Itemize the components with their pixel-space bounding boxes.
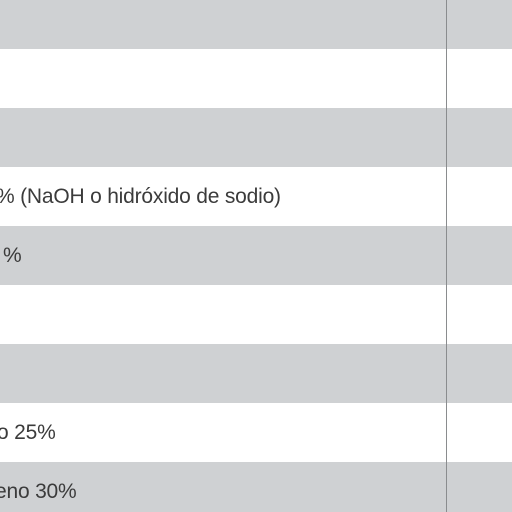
table-row: o 25%: [0, 403, 512, 462]
table-row: [0, 0, 512, 49]
table-row: % (NaOH o hidróxido de sodio): [0, 167, 512, 226]
table-row: eno 30%: [0, 462, 512, 512]
row-text: eno 30%: [0, 480, 77, 503]
column-divider: [446, 0, 447, 512]
table-row: [0, 108, 512, 167]
row-text: % (NaOH o hidróxido de sodio): [0, 185, 281, 208]
table-row: [0, 49, 512, 108]
table-row: [0, 285, 512, 344]
row-text: o 25%: [0, 421, 56, 444]
table-row: %: [0, 226, 512, 285]
table-row: [0, 344, 512, 403]
row-text: %: [3, 244, 22, 267]
